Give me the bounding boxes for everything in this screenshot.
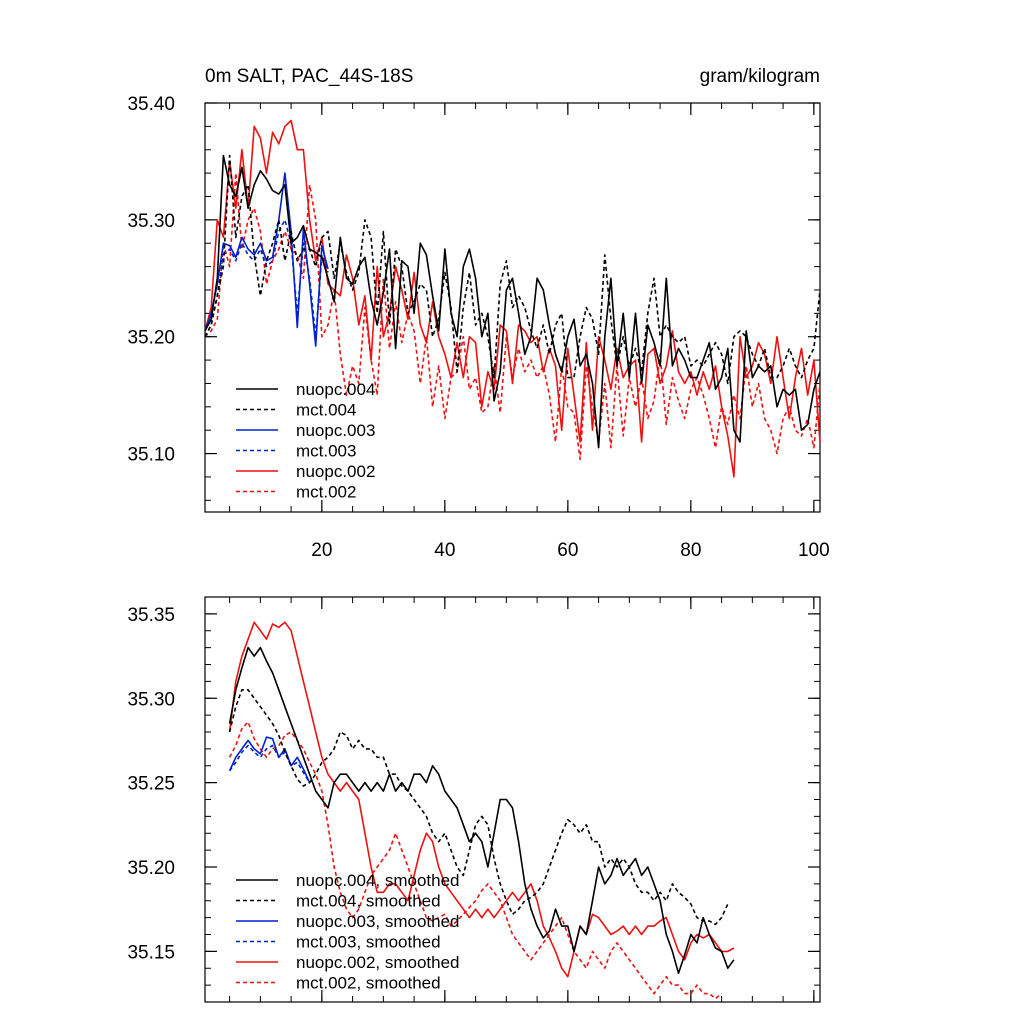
top-plot-frame [204, 102, 821, 513]
top-legend-label: mct.002 [296, 483, 356, 502]
top-x-tick-label: 60 [557, 540, 578, 561]
top-series-line-mct-003 [204, 219, 329, 338]
bottom-series-line-nuopc-004-smoothed [228, 646, 735, 975]
bottom-y-tick-label: 35.35 [127, 605, 175, 626]
top-series-line-mct-004 [204, 154, 821, 385]
top-series-line-nuopc-002 [204, 119, 821, 478]
top-y-tick-label: 35.40 [127, 94, 175, 115]
bottom-series-line-mct-004-smoothed [228, 688, 729, 926]
top-axis-ticks: 35.10 35.20 35.30 35.40 20 40 60 80 100 [127, 94, 829, 561]
bottom-legend-label: nuopc.004, smoothed [296, 871, 460, 890]
top-y-tick-label: 35.10 [127, 445, 175, 466]
bottom-legend-label: mct.004, smoothed [296, 892, 441, 911]
bottom-legend-label: mct.002, smoothed [296, 974, 441, 993]
top-legend-label: nuopc.002 [296, 462, 375, 481]
bottom-series-line-nuopc-002-smoothed [228, 621, 735, 978]
top-y-tick-label: 35.30 [127, 211, 175, 232]
top-x-tick-label: 20 [311, 540, 332, 561]
top-panel: 0m SALT, PAC_44S-18S gram/kilogram 35.10… [127, 66, 829, 561]
bottom-legend-label: nuopc.003, smoothed [296, 912, 460, 931]
top-legend-label: nuopc.003 [296, 421, 375, 440]
top-series-group [204, 119, 821, 478]
bottom-series-line-mct-003-smoothed [228, 744, 311, 784]
top-series-line-nuopc-004 [204, 154, 821, 449]
bottom-series-line-nuopc-003-smoothed [228, 736, 311, 783]
bottom-y-tick-label: 35.30 [127, 689, 175, 710]
top-title-right: gram/kilogram [700, 66, 820, 87]
bottom-y-tick-label: 35.25 [127, 774, 175, 795]
top-legend-label: mct.003 [296, 442, 356, 461]
top-series-line-nuopc-003 [204, 172, 329, 347]
bottom-y-tick-label: 35.15 [127, 942, 175, 963]
top-legend-label: mct.004 [296, 401, 356, 420]
bottom-panel: 35.15 35.20 35.25 35.30 35.35 nuopc.004, smo… [127, 596, 821, 1003]
bottom-y-tick-label: 35.20 [127, 858, 175, 879]
bottom-legend-label: mct.003, smoothed [296, 933, 441, 952]
top-title-left: 0m SALT, PAC_44S-18S [205, 66, 413, 87]
top-legend-label: nuopc.004 [296, 380, 375, 399]
bottom-series-line-mct-002-smoothed [228, 721, 723, 1000]
bottom-series-group [228, 621, 735, 1000]
top-x-tick-label: 80 [680, 540, 701, 561]
bottom-axis-ticks: 35.15 35.20 35.25 35.30 35.35 [127, 596, 820, 1003]
top-x-tick-label: 40 [434, 540, 455, 561]
top-y-tick-label: 35.20 [127, 328, 175, 349]
top-x-tick-label: 100 [798, 540, 830, 561]
bottom-legend-label: nuopc.002, smoothed [296, 953, 460, 972]
